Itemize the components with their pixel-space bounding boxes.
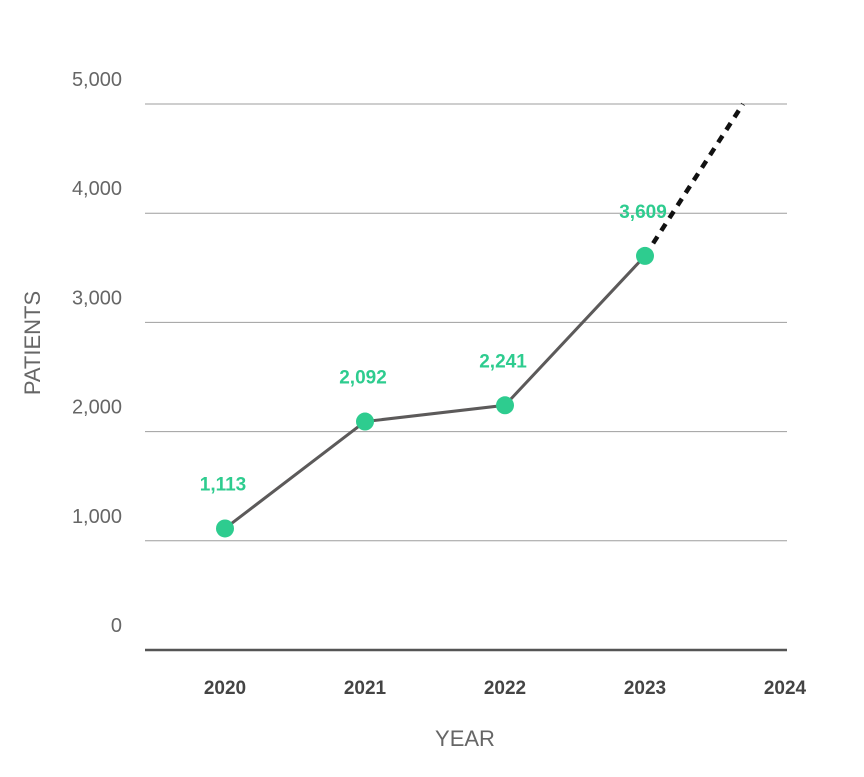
data-point: [216, 519, 234, 538]
y-axis-title: PATIENTS: [20, 291, 45, 395]
y-tick-label: 5,000: [72, 69, 122, 91]
projection-line: [643, 102, 745, 258]
grid-layer: [145, 103, 787, 652]
data-label: 3,609: [619, 202, 667, 223]
data-point: [636, 246, 654, 265]
y-tick-label: 1,000: [72, 506, 122, 528]
series-line: [224, 254, 647, 530]
data-label: 1,113: [200, 474, 247, 495]
y-tick-label: 3,000: [72, 287, 122, 309]
x-tick-label: 2021: [344, 678, 387, 699]
x-tick-label: 2024: [764, 678, 807, 699]
data-labels: 1,113 2,092 2,241 3,609: [200, 202, 667, 496]
data-label: 2,092: [339, 368, 387, 389]
x-tick-label: 2023: [624, 678, 666, 699]
y-tick-label: 0: [111, 615, 122, 637]
data-point: [356, 412, 374, 431]
x-axis-title: YEAR: [435, 726, 495, 751]
y-tick-label: 2,000: [72, 397, 122, 419]
data-label: 2,241: [479, 351, 527, 372]
y-axis-ticks: 0 1,000 2,000 3,000 4,000 5,000: [72, 69, 122, 637]
x-tick-label: 2020: [204, 678, 246, 699]
x-axis-ticks: 2020 2021 2022 2023 2024: [204, 678, 807, 699]
series-layer: [216, 102, 745, 538]
y-tick-label: 4,000: [72, 178, 122, 200]
data-point: [496, 396, 514, 415]
x-tick-label: 2022: [484, 678, 526, 699]
